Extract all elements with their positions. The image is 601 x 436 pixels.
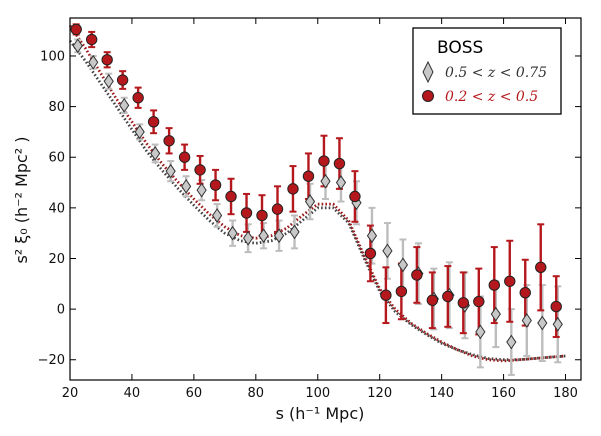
data-point-circle — [240, 207, 253, 219]
data-point-diamond — [227, 225, 238, 241]
data-point-diamond — [196, 182, 207, 198]
data-point-diamond — [475, 324, 486, 340]
data-point-circle — [411, 269, 423, 281]
data-point-circle — [426, 294, 439, 306]
data-point-diamond — [119, 97, 130, 113]
data-point-circle — [550, 300, 562, 313]
x-tick-label: 20 — [62, 386, 79, 401]
data-point-circle — [535, 261, 547, 274]
data-point-circle — [519, 286, 531, 299]
y-tick-label: 80 — [48, 100, 65, 115]
data-point-diamond — [521, 313, 532, 328]
x-tick-label: 40 — [124, 386, 141, 401]
y-tick-label: 20 — [48, 252, 65, 267]
data-point-diamond — [103, 73, 114, 89]
x-tick-label: 100 — [305, 386, 330, 401]
data-point-circle — [256, 209, 268, 222]
data-point-diamond — [273, 228, 285, 244]
data-point-circle — [178, 151, 191, 163]
axis-ticks: 20 40 60 80 100 120 140 160 180 −20 0 20 40 60 80 100 — [38, 18, 581, 401]
data-point-diamond — [304, 194, 316, 209]
data-point-circle — [333, 157, 346, 170]
y-tick-label: 100 — [40, 49, 65, 64]
legend-title: BOSS — [437, 38, 483, 58]
x-tick-label: 140 — [429, 386, 454, 401]
data-point-circle — [318, 155, 330, 167]
data-point-circle — [194, 164, 206, 176]
data-point-diamond — [397, 257, 409, 273]
data-point-circle — [302, 170, 315, 182]
data-point-circle — [147, 116, 160, 128]
legend: BOSS 0.5 < z < 0.75 0.2 < z < 0.5 — [412, 27, 562, 115]
data-point-circle — [163, 135, 175, 147]
legend-entry-gray: 0.5 < z < 0.75 — [445, 65, 547, 81]
model-curves — [68, 24, 566, 363]
data-point-circle — [101, 54, 113, 66]
data-point-circle — [442, 290, 454, 303]
y-tick-label: 60 — [48, 151, 65, 166]
data-point-diamond — [552, 316, 563, 332]
data-point-diamond — [366, 228, 378, 244]
data-point-circle — [473, 295, 485, 308]
data-point-diamond — [150, 146, 161, 161]
model-curve-2 — [68, 24, 566, 363]
data-point-circle — [504, 275, 516, 287]
x-tick-label: 160 — [491, 386, 516, 401]
x-tick-label: 120 — [367, 386, 392, 401]
data-point-circle — [287, 183, 299, 195]
y-tick-label: −20 — [38, 353, 65, 368]
x-tick-label: 180 — [553, 386, 578, 401]
data-point-circle — [116, 74, 129, 86]
y-tick-label: 40 — [48, 201, 65, 216]
data-point-circle — [364, 247, 377, 260]
data-point-diamond — [181, 178, 192, 194]
data-point-circle — [225, 190, 237, 203]
x-tick-label: 60 — [186, 386, 203, 401]
data-point-circle — [70, 23, 82, 36]
data-point-diamond — [490, 306, 501, 322]
legend-entry-red: 0.2 < z < 0.5 — [445, 89, 538, 105]
data-point-circle — [209, 179, 222, 191]
model-curve-1 — [68, 39, 566, 362]
data-point-circle — [380, 289, 392, 301]
data-point-diamond — [506, 334, 517, 350]
data-point-circle — [85, 33, 98, 46]
data-point-circle — [132, 92, 144, 104]
data-point-diamond — [382, 243, 393, 259]
data-point-diamond — [88, 54, 99, 70]
data-point-circle — [271, 203, 284, 215]
legend-box — [412, 27, 562, 115]
data-markers — [70, 23, 563, 350]
plot-frame — [69, 17, 582, 381]
data-point-diamond — [72, 38, 83, 54]
data-point-diamond — [537, 315, 548, 331]
data-point-diamond — [335, 175, 347, 190]
data-point-circle — [349, 190, 361, 203]
data-point-diamond — [258, 228, 269, 244]
legend-diamond-icon — [422, 60, 434, 84]
data-point-diamond — [134, 124, 145, 140]
data-point-diamond — [242, 230, 254, 246]
data-point-diamond — [211, 208, 223, 223]
y-axis-label: s² ξ₀ (h⁻² Mpc² ) — [12, 136, 31, 263]
y-tick-label: 0 — [57, 303, 65, 318]
data-point-diamond — [289, 224, 300, 240]
data-point-diamond — [320, 173, 331, 189]
data-point-circle — [488, 279, 500, 291]
data-point-circle — [395, 285, 408, 298]
data-point-diamond — [165, 163, 176, 179]
x-tick-label: 80 — [248, 386, 265, 401]
legend-circle-icon — [422, 90, 434, 102]
data-point-circle — [457, 297, 470, 309]
x-axis-label: s (h⁻¹ Mpc) — [276, 404, 365, 423]
